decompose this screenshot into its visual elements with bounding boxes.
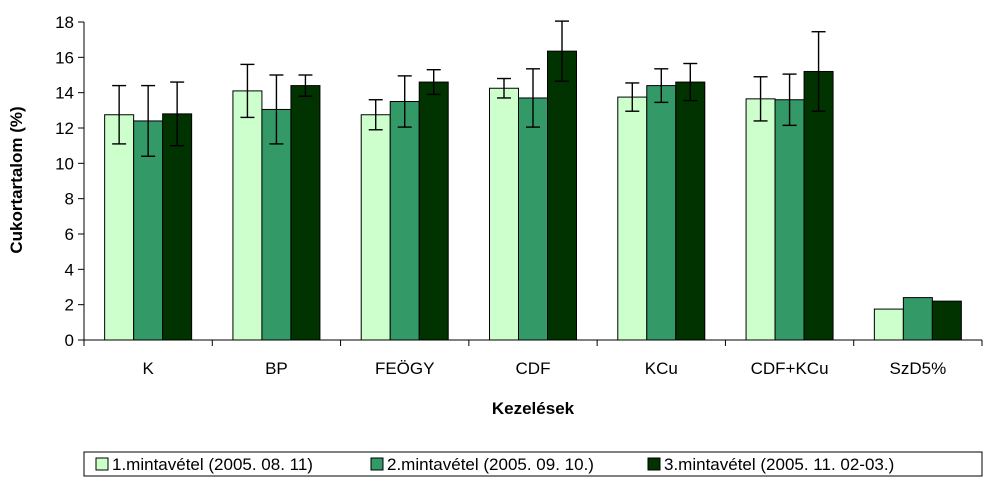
error-bar-BP-series-3 — [298, 74, 313, 97]
y-axis-title: Cukortartalom (%) — [7, 106, 26, 253]
bar-CDF+KCu-series-1 — [745, 98, 776, 341]
x-tick-label: CDF — [516, 359, 551, 378]
error-bar-CDF-series-3 — [555, 20, 569, 82]
bar-CDF+KCu-series-2 — [774, 99, 805, 341]
bar-SzD5%-series-3 — [931, 300, 962, 341]
bar-KCu-series-3 — [675, 81, 706, 341]
y-tick-label: 0 — [65, 331, 74, 350]
x-tick-label: CDF+KCu — [751, 359, 829, 378]
x-tick-label: BP — [265, 359, 288, 378]
x-tick-label: KCu — [645, 359, 678, 378]
error-bar-K-series-3 — [170, 81, 185, 147]
bar-FEÖGY-series-1 — [360, 114, 391, 341]
legend-swatch-series-2 — [370, 457, 384, 471]
y-tick-label: 8 — [65, 190, 74, 209]
bar-BP-series-1 — [232, 90, 263, 341]
error-bar-CDF-series-1 — [497, 77, 511, 99]
legend-label-series-1: 1.mintavétel (2005. 08. 11) — [112, 455, 313, 474]
bar-CDF-series-2 — [518, 97, 548, 341]
y-axis-ticks: 0 2 4 6 8 10 12 14 16 18 — [55, 13, 84, 350]
x-axis-ticks: K BP FEÖGY CDF KCu CDF+KCu SzD5% — [83, 340, 983, 378]
x-tick-label: FEÖGY — [375, 359, 435, 378]
bar-SzD5%-series-2 — [902, 297, 933, 341]
error-bar-K-series-2 — [141, 84, 156, 157]
y-tick-label: 6 — [65, 225, 74, 244]
x-tick-label: SzD5% — [890, 359, 947, 378]
y-tick-label: 14 — [55, 84, 74, 103]
bar-K-series-1 — [104, 114, 135, 341]
error-bar-CDF-series-2 — [526, 68, 540, 128]
error-bar-FEÖGY-series-1 — [368, 99, 383, 131]
legend-label-series-2: 2.mintavétel (2005. 09. 10.) — [387, 455, 594, 474]
bar-K-series-2 — [133, 120, 164, 341]
error-bar-KCu-series-3 — [683, 62, 698, 102]
error-bar-FEÖGY-series-3 — [426, 68, 441, 96]
legend-swatch-series-1 — [95, 457, 109, 471]
y-tick-label: 2 — [65, 296, 74, 315]
bar-BP-series-3 — [290, 85, 321, 341]
y-tick-label: 12 — [55, 119, 74, 138]
bar-KCu-series-2 — [646, 85, 677, 341]
error-bar-K-series-1 — [112, 84, 127, 145]
error-bar-CDF+KCu-series-1 — [753, 76, 768, 122]
legend-swatch-series-3 — [647, 457, 661, 471]
legend-box — [83, 451, 983, 477]
error-bar-KCu-series-2 — [654, 68, 669, 104]
bar-K-series-3 — [162, 113, 193, 341]
error-bar-BP-series-2 — [269, 74, 284, 145]
bar-KCu-series-1 — [617, 96, 648, 341]
y-tick-label: 10 — [55, 154, 74, 173]
y-tick-label: 18 — [55, 13, 74, 32]
bar-CDF-series-1 — [489, 87, 519, 341]
error-bar-KCu-series-1 — [625, 82, 640, 112]
legend-label-series-3: 3.mintavétel (2005. 11. 02-03.) — [664, 455, 894, 474]
error-bar-CDF+KCu-series-3 — [811, 31, 826, 112]
x-tick-label: K — [142, 359, 154, 378]
error-bar-FEÖGY-series-2 — [397, 75, 412, 128]
plot-area — [83, 20, 982, 341]
y-tick-label: 4 — [65, 260, 74, 279]
bar-SzD5%-series-1 — [873, 308, 904, 341]
x-axis-title: Kezelések — [492, 399, 575, 418]
y-tick-label: 16 — [55, 48, 74, 67]
bar-CDF-series-3 — [547, 50, 577, 341]
bar-FEÖGY-series-2 — [389, 101, 420, 341]
bar-FEÖGY-series-3 — [418, 81, 449, 341]
error-bar-BP-series-1 — [240, 63, 255, 119]
bar-CDF+KCu-series-3 — [803, 70, 834, 341]
error-bar-CDF+KCu-series-2 — [782, 73, 797, 127]
legend: 1.mintavétel (2005. 08. 11) 2.mintavétel … — [83, 451, 983, 477]
